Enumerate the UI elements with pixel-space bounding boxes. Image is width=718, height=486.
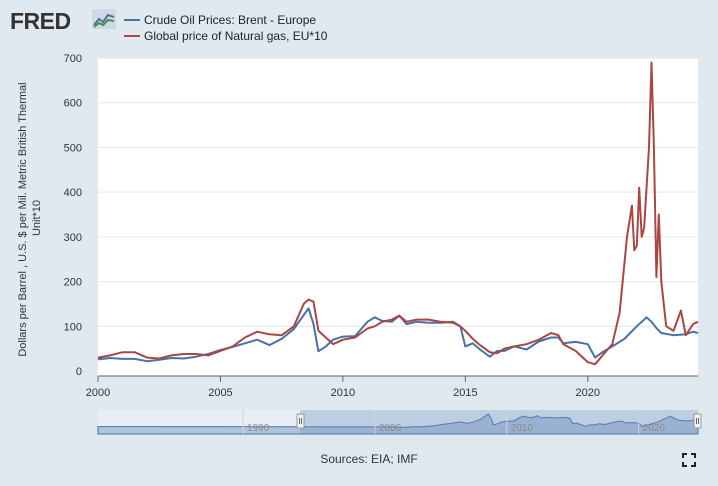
navigator-area [97, 413, 699, 435]
y-tick-label: 400 [64, 187, 82, 199]
navigator-ticks: 1990 2000 2010 2020 [242, 410, 666, 434]
x-tick-label: 2005 [208, 387, 232, 399]
fred-logo[interactable]: FRED [10, 8, 71, 34]
fred-chart-icon [92, 9, 116, 29]
fullscreen-icon[interactable] [682, 453, 696, 467]
grid-lines [98, 57, 698, 327]
x-tick-label: 2020 [576, 387, 600, 399]
y-tick-label: 200 [64, 277, 82, 289]
y-tick-label: 100 [64, 321, 82, 333]
legend-item-gas[interactable]: Global price of Natural gas, EU*10 [124, 28, 327, 44]
legend-swatch-gas [124, 35, 140, 37]
y-axis-label: Dollars per Barrel , U.S. $ per Mil. Met… [17, 79, 43, 356]
legend-label-gas: Global price of Natural gas, EU*10 [144, 29, 328, 43]
chart-legend: Crude Oil Prices: Brent - Europe Global … [124, 12, 327, 44]
navigator-series [97, 413, 699, 435]
x-axis-ticks: 2000 2005 2010 2015 2020 [86, 376, 600, 399]
series-lines [97, 61, 699, 366]
legend-label-oil: Crude Oil Prices: Brent - Europe [144, 13, 317, 27]
navigator-tick-label: 2010 [511, 423, 534, 434]
navigator-selection[interactable] [300, 410, 698, 434]
y-tick-label: 500 [64, 142, 82, 154]
y-tick-label: 0 [76, 366, 82, 378]
y-axis-ticks: 0 100 200 300 400 500 600 700 [64, 53, 82, 378]
navigator-tick-label: 2000 [379, 423, 402, 434]
legend-item-oil[interactable]: Crude Oil Prices: Brent - Europe [124, 12, 327, 28]
source-note: Sources: EIA; IMF [320, 452, 418, 466]
x-tick-label: 2000 [86, 387, 110, 399]
navigator-handle-left[interactable] [296, 413, 305, 429]
x-tick-label: 2010 [331, 387, 355, 399]
navigator-tick-label: 1990 [247, 423, 270, 434]
y-tick-label: 600 [64, 98, 82, 110]
navigator-tick-label: 2020 [643, 423, 666, 434]
y-tick-label: 700 [64, 53, 82, 65]
plot-area [98, 58, 698, 376]
x-tick-label: 2015 [453, 387, 477, 399]
gas-price-line[interactable] [97, 61, 699, 366]
legend-swatch-oil [124, 19, 140, 21]
navigator-handle-right[interactable] [693, 413, 702, 429]
y-tick-label: 300 [64, 232, 82, 244]
